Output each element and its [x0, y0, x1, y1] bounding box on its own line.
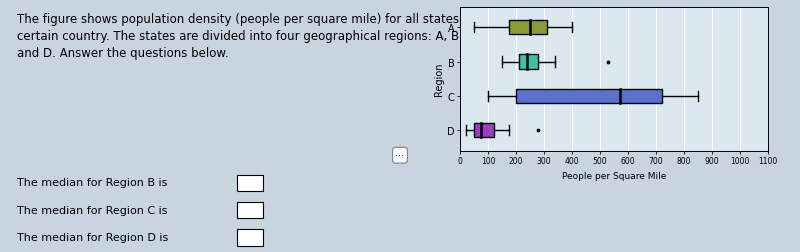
X-axis label: People per Square Mile: People per Square Mile: [562, 171, 666, 180]
Text: The figure shows population density (people per square mile) for all states of a: The figure shows population density (peo…: [17, 13, 485, 59]
FancyBboxPatch shape: [474, 123, 494, 138]
FancyBboxPatch shape: [237, 229, 263, 246]
Text: ···: ···: [395, 151, 405, 161]
FancyBboxPatch shape: [518, 55, 538, 70]
FancyBboxPatch shape: [516, 89, 662, 104]
FancyBboxPatch shape: [237, 202, 263, 218]
Text: The median for Region D is: The median for Region D is: [17, 232, 168, 242]
FancyBboxPatch shape: [509, 21, 547, 35]
Text: The median for Region C is: The median for Region C is: [17, 205, 167, 215]
Text: The median for Region B is: The median for Region B is: [17, 178, 167, 187]
FancyBboxPatch shape: [237, 175, 263, 191]
Y-axis label: Region: Region: [434, 63, 444, 96]
